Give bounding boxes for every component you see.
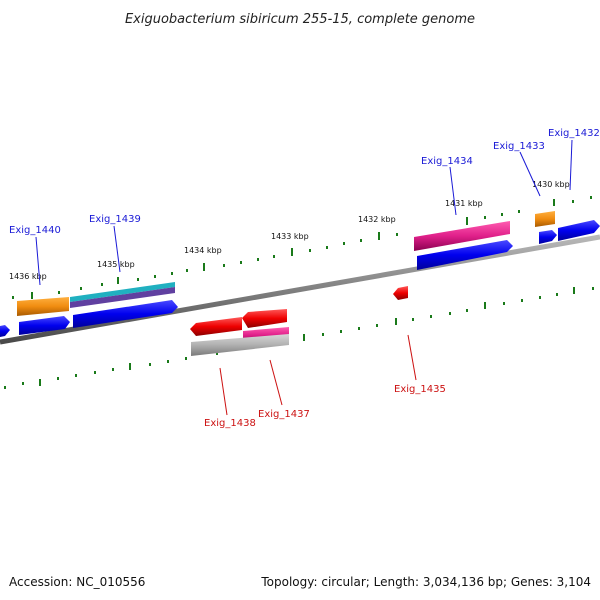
cds-arrow-forward[interactable]	[19, 316, 70, 335]
cds-arrow-forward[interactable]	[539, 230, 557, 244]
gene-label-exig-1433[interactable]: Exig_1433	[493, 141, 545, 152]
gene-feature-purple[interactable]	[70, 287, 175, 308]
forward-feature-track	[17, 211, 555, 316]
gene-feature-teal[interactable]	[70, 282, 175, 302]
gene-feature-orange[interactable]	[535, 211, 555, 227]
cds-arrow-forward[interactable]	[558, 220, 600, 241]
accession-text: Accession: NC_010556	[9, 575, 145, 589]
forward-tick-track	[12, 196, 592, 299]
topology-text: Topology: circular; Length: 3,034,136 bp…	[260, 575, 591, 589]
gene-feature-gray[interactable]	[191, 334, 289, 356]
gene-label-exig-1434[interactable]: Exig_1434	[421, 156, 473, 167]
tick-label: 1436 kbp	[9, 272, 47, 281]
gene-label-exig-1435[interactable]: Exig_1435	[394, 384, 446, 395]
map-title: Exiguobacterium sibiricum 255-15, comple…	[125, 12, 475, 27]
tick-label: 1435 kbp	[97, 260, 135, 269]
genome-backbone	[0, 234, 600, 345]
reverse-cds-track	[190, 286, 408, 336]
label-leader-lines	[35, 139, 573, 416]
cds-arrow-reverse[interactable]	[190, 317, 242, 336]
gene-label-exig-1440[interactable]: Exig_1440	[9, 225, 61, 236]
gene-label-exig-1432[interactable]: Exig_1432	[548, 128, 600, 139]
forward-cds-track	[0, 220, 600, 337]
gene-label-exig-1437[interactable]: Exig_1437	[258, 409, 310, 420]
tick-label: 1430 kbp	[532, 180, 570, 189]
cds-arrow-forward[interactable]	[73, 300, 178, 328]
tick-label: 1434 kbp	[184, 246, 222, 255]
gene-label-exig-1438[interactable]: Exig_1438	[204, 418, 256, 429]
gene-label-exig-1439[interactable]: Exig_1439	[89, 214, 141, 225]
cds-arrow-reverse[interactable]	[242, 309, 287, 328]
reverse-feature-track	[191, 327, 289, 356]
cds-arrow-forward[interactable]	[417, 240, 513, 270]
gene-feature-pink[interactable]	[414, 221, 510, 251]
tick-label: 1433 kbp	[271, 232, 309, 241]
tick-label: 1432 kbp	[358, 215, 396, 224]
gene-feature-orange[interactable]	[17, 297, 69, 316]
cds-arrow-reverse[interactable]	[393, 286, 408, 300]
cds-arrow-forward[interactable]	[0, 325, 10, 337]
tick-label: 1431 kbp	[445, 199, 483, 208]
